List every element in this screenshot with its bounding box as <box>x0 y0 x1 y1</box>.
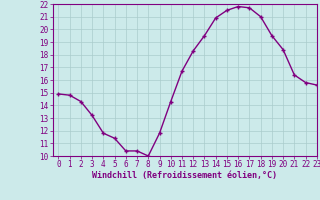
X-axis label: Windchill (Refroidissement éolien,°C): Windchill (Refroidissement éolien,°C) <box>92 171 277 180</box>
